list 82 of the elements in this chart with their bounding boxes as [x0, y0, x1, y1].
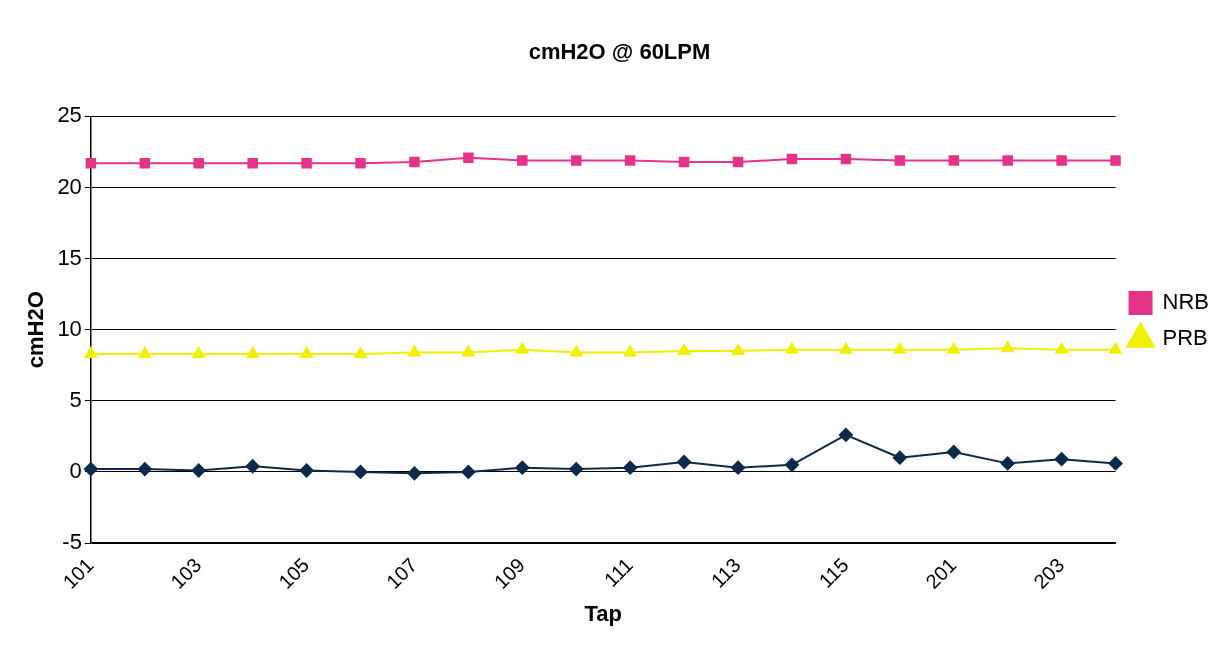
y-tick-label: 10 — [57, 315, 82, 341]
y-tick-label: 0 — [69, 457, 82, 483]
point — [838, 427, 853, 442]
point — [463, 152, 474, 163]
point — [1000, 456, 1015, 471]
point — [138, 346, 151, 358]
point — [192, 346, 205, 358]
point — [515, 460, 530, 475]
x-tick-label: 107 — [382, 553, 422, 593]
point — [354, 346, 367, 358]
x-tick-label: 111 — [599, 553, 637, 591]
point — [193, 158, 204, 169]
point — [571, 155, 582, 166]
point — [301, 158, 312, 169]
point — [948, 155, 959, 166]
y-tick-label: 25 — [57, 102, 82, 128]
point — [85, 158, 97, 169]
point — [516, 342, 529, 354]
point — [247, 158, 258, 169]
point — [355, 158, 366, 169]
point — [1108, 456, 1123, 471]
point — [731, 344, 745, 356]
point — [786, 153, 798, 165]
x-tick-label: 101 — [58, 553, 98, 593]
point — [191, 463, 206, 478]
point — [245, 459, 260, 474]
point — [570, 345, 583, 357]
point — [893, 342, 907, 354]
x-tick-label: 103 — [166, 553, 206, 593]
point — [678, 156, 690, 168]
point — [623, 345, 637, 357]
point — [517, 155, 528, 166]
x-tick-label: 109 — [489, 553, 530, 593]
point — [246, 346, 259, 358]
point — [677, 344, 691, 356]
point — [894, 155, 906, 166]
point — [732, 156, 744, 168]
point — [461, 464, 476, 479]
point — [84, 346, 98, 358]
point — [784, 457, 799, 472]
point — [1110, 155, 1121, 166]
point — [840, 153, 852, 165]
y-tick-label: 5 — [69, 386, 82, 412]
point — [409, 156, 420, 168]
point — [299, 463, 314, 478]
point — [785, 342, 799, 354]
point — [892, 450, 907, 465]
point — [1056, 155, 1067, 166]
legend-label: PRB — [1162, 325, 1208, 351]
point — [623, 460, 638, 475]
point — [731, 460, 746, 475]
chart-title: cmH2O @ 60LPM — [528, 39, 711, 65]
point — [1054, 452, 1069, 467]
point — [1002, 155, 1013, 166]
point — [1055, 342, 1068, 354]
y-tick-label: -5 — [62, 529, 82, 555]
point — [408, 345, 421, 357]
point — [569, 462, 584, 477]
point — [624, 155, 636, 166]
x-tick-label: 105 — [274, 553, 314, 593]
point — [300, 346, 313, 358]
x-tick-label: 113 — [706, 553, 745, 592]
point — [462, 345, 475, 357]
point — [677, 454, 692, 469]
point — [83, 462, 98, 477]
x-tick-label: 203 — [1029, 553, 1069, 593]
point — [1109, 342, 1122, 354]
point — [139, 158, 151, 169]
point — [353, 464, 368, 479]
point — [1001, 341, 1014, 353]
y-tick-label: 20 — [57, 173, 82, 199]
point — [407, 466, 422, 481]
point — [947, 342, 960, 354]
point — [946, 445, 961, 460]
point — [137, 462, 152, 477]
point — [839, 342, 853, 354]
x-tick-label: 115 — [814, 553, 853, 592]
x-tick-label: 201 — [921, 553, 961, 593]
legend-label: NRB — [1162, 289, 1209, 315]
y-tick-label: 15 — [57, 244, 82, 270]
x-axis-title: Tap — [584, 600, 622, 626]
y-axis-title: cmH2O — [23, 291, 49, 369]
